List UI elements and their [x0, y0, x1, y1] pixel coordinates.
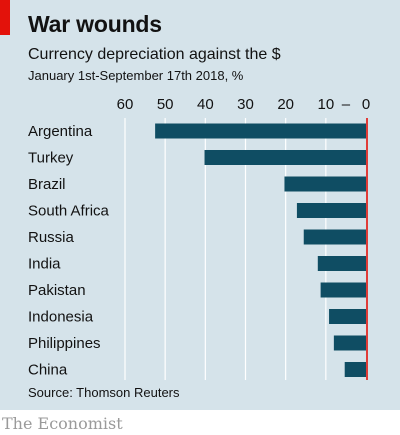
tick-minus-sign: –: [342, 96, 351, 113]
bar-chart: 60 50 40 30 20 10 0– Argentina Turkey Brazil Sout…: [28, 96, 371, 380]
category-label: Argentina: [28, 123, 93, 140]
tick-label: 10: [317, 96, 334, 113]
tick-label: 20: [277, 96, 294, 113]
bar: [296, 203, 366, 218]
tick-label: 60: [117, 96, 134, 113]
brand-accent-bar: [0, 0, 10, 35]
bar: [333, 335, 366, 351]
category-label: South Africa: [28, 203, 110, 220]
bar: [344, 362, 366, 377]
bar: [317, 256, 366, 271]
category-label: Turkey: [28, 150, 74, 167]
chart-title: War wounds: [28, 11, 162, 37]
category-labels: Argentina Turkey Brazil South Africa Russia I…: [28, 123, 110, 379]
bar: [303, 229, 366, 245]
bar: [284, 176, 366, 192]
bar: [320, 282, 366, 298]
axis-tick-labels: 60 50 40 30 20 10 0–: [117, 96, 371, 113]
category-label: India: [28, 256, 61, 273]
category-label: Pakistan: [28, 282, 86, 299]
bar: [204, 150, 366, 165]
tick-label: 40: [197, 96, 214, 113]
category-label: Brazil: [28, 176, 66, 193]
source-note: Source: Thomson Reuters: [28, 385, 180, 400]
category-label: China: [28, 362, 68, 379]
category-label: Indonesia: [28, 309, 94, 326]
tick-label: 30: [237, 96, 254, 113]
bars: [155, 123, 366, 377]
category-label: Russia: [28, 229, 75, 246]
brand-logo-text: The Economist: [2, 414, 123, 433]
chart-period: January 1st-September 17th 2018, %: [28, 68, 244, 83]
category-label: Philippines: [28, 335, 101, 352]
bar: [155, 123, 366, 139]
tick-label: 0: [362, 96, 370, 113]
chart-subtitle: Currency depreciation against the $: [28, 46, 281, 63]
bar: [329, 309, 366, 324]
tick-label: 50: [157, 96, 174, 113]
